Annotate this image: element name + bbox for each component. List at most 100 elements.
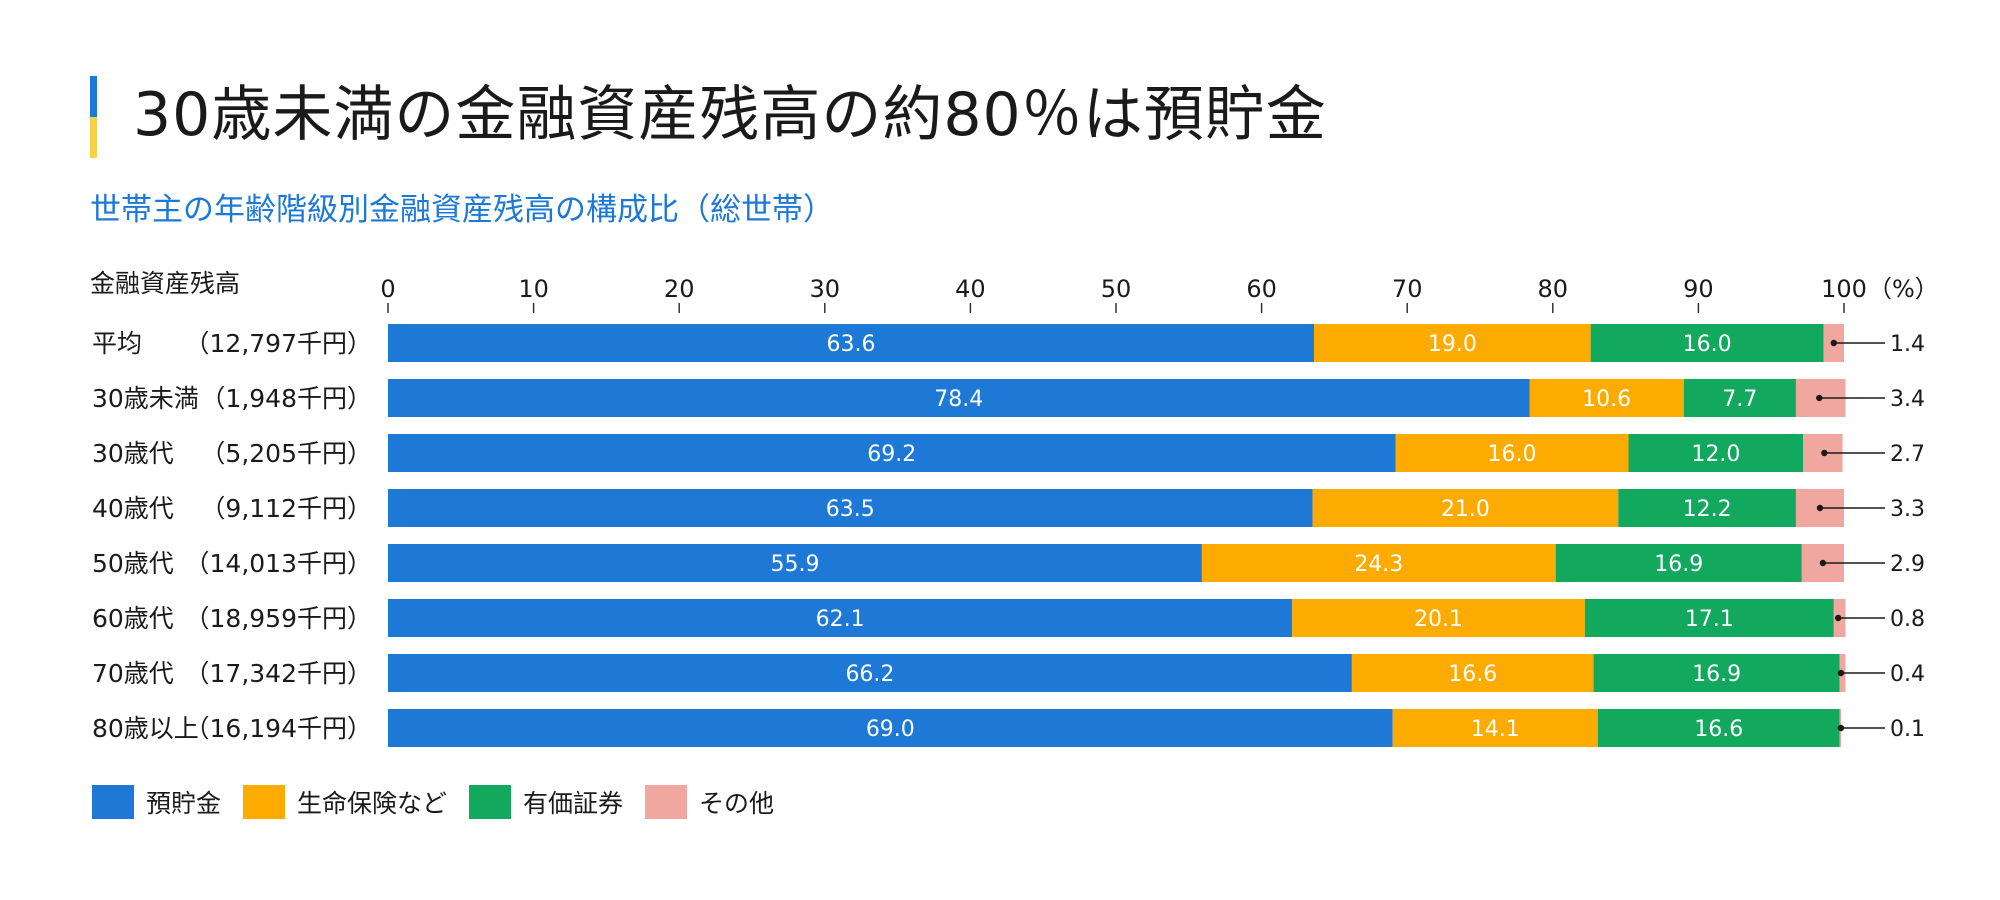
category-amount-label: （9,112千円） [200,494,372,523]
data-label-other: 0.1 [1890,717,1925,742]
legend-swatch-savings [92,785,134,819]
bar-segment-savings [388,489,1313,527]
data-label-savings: 69.0 [866,717,915,742]
data-label-other: 3.4 [1890,387,1925,412]
bar-segment-savings [388,654,1352,692]
legend-item-savings: 預貯金 [92,784,221,820]
category-label: 30歳未満 [92,384,199,413]
data-label-savings: 63.6 [827,332,876,357]
category-amount-label: （17,342千円） [185,659,372,688]
data-label-insurance: 14.1 [1471,717,1520,742]
legend-label-other: その他 [699,789,775,818]
title-accent-bar [90,76,97,158]
legend-swatch-securities [469,785,512,819]
data-label-savings: 63.5 [826,497,875,522]
legend-swatch-other [645,785,688,819]
bar-segment-savings [388,379,1530,417]
category-amount-label: （16,194千円） [185,714,372,743]
category-amount-label: （14,013千円） [185,549,372,578]
bar-segment-securities [1628,434,1804,472]
data-label-savings: 62.1 [816,607,865,632]
legend-item-other: その他 [645,784,774,820]
legend-label-savings: 預貯金 [146,789,222,818]
x-tick-label: 30 [810,275,841,303]
data-label-insurance: 16.6 [1448,662,1497,687]
data-label-other: 3.3 [1890,497,1925,522]
bar-segment-savings [388,324,1315,362]
data-label-other: 0.4 [1890,662,1925,687]
data-label-other: 2.7 [1890,442,1925,467]
category-label: 60歳代 [92,604,174,633]
x-tick-label: 0 [380,275,395,303]
bar-segment-insurance [1351,654,1594,692]
data-label-savings: 69.2 [867,442,916,467]
bar-segment-securities [1618,489,1796,527]
data-label-insurance: 16.0 [1488,442,1537,467]
bar-segment-securities [1593,654,1840,692]
x-tick-label: 10 [518,275,549,303]
category-label: 70歳代 [92,659,174,688]
bar-segment-securities [1590,324,1824,362]
page-title: 30歳未満の金融資産残高の約80％は預貯金 [133,80,1327,150]
data-label-securities: 16.6 [1694,717,1743,742]
category-label: 平均 [92,329,142,358]
data-label-savings: 55.9 [770,552,819,577]
title-accent-yellow [90,117,97,158]
bar-segment-securities [1584,599,1834,637]
bar-segment-savings [388,544,1202,582]
category-amount-label: （1,948千円） [200,384,372,413]
data-label-other: 2.9 [1890,552,1925,577]
data-label-other: 0.8 [1890,607,1925,632]
legend-label-insurance: 生命保険など [297,789,448,818]
x-tick-label: 60 [1246,275,1277,303]
data-label-securities: 12.0 [1691,442,1740,467]
x-tick-label: 20 [664,275,695,303]
data-label-securities: 7.7 [1722,387,1757,412]
bar-segment-insurance [1201,544,1556,582]
data-label-savings: 78.4 [934,387,983,412]
bar-segment-insurance [1292,599,1585,637]
x-tick-label: 80 [1538,275,1569,303]
bar-segment-insurance [1314,324,1591,362]
bar-segment-insurance [1392,709,1598,747]
x-axis-unit-label: （%） [1868,275,1939,303]
category-label: 50歳代 [92,549,174,578]
data-label-securities: 17.1 [1685,607,1734,632]
x-tick-label: 90 [1683,275,1714,303]
row-header-label: 金融資産残高 [90,269,240,298]
title-accent-blue [90,76,97,117]
data-label-insurance: 24.3 [1354,552,1403,577]
category-amount-label: （12,797千円） [185,329,372,358]
category-label: 40歳代 [92,494,174,523]
category-label: 30歳代 [92,439,174,468]
bar-segment-savings [388,599,1293,637]
bar-segment-insurance [1529,379,1684,417]
legend-label-securities: 有価証券 [523,789,624,818]
data-label-securities: 16.0 [1683,332,1732,357]
legend-item-securities: 有価証券 [469,784,623,820]
data-label-savings: 66.2 [845,662,894,687]
legend-swatch-insurance [243,785,286,819]
bar-segment-insurance [1312,489,1619,527]
x-tick-label: 70 [1392,275,1423,303]
data-label-insurance: 21.0 [1441,497,1490,522]
bar-segment-securities [1555,544,1802,582]
bar-segment-savings [388,709,1393,747]
data-label-insurance: 19.0 [1428,332,1477,357]
bar-segment-securities [1683,379,1796,417]
category-label: 80歳以上 [92,714,199,743]
data-label-securities: 16.9 [1654,552,1703,577]
data-label-insurance: 10.6 [1582,387,1631,412]
chart-subtitle: 世帯主の年齢階級別金融資産残高の構成比（総世帯） [90,192,834,228]
category-amount-label: （18,959千円） [185,604,372,633]
legend-item-insurance: 生命保険など [243,784,447,820]
x-tick-label: 50 [1101,275,1132,303]
bar-segment-securities [1597,709,1840,747]
x-tick-label: 100 [1821,275,1867,303]
category-amount-label: （5,205千円） [200,439,372,468]
data-label-insurance: 20.1 [1414,607,1463,632]
bar-segment-insurance [1395,434,1629,472]
data-label-other: 1.4 [1890,332,1925,357]
chart-legend: 預貯金 生命保険など 有価証券 その他 [92,784,796,820]
